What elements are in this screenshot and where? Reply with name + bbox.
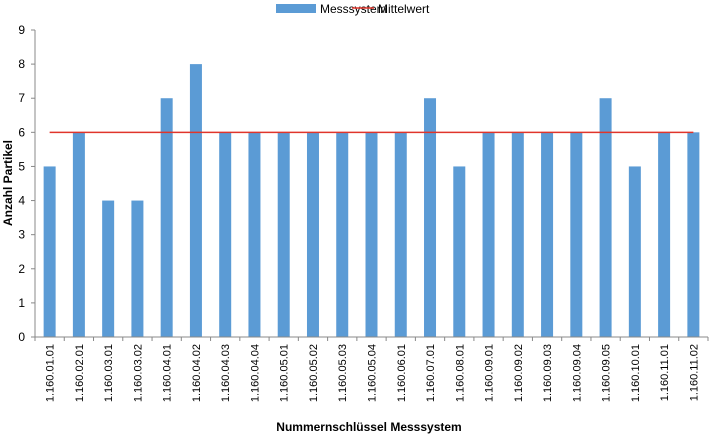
- bar: [248, 132, 261, 337]
- legend: Messsystem Mittelwert: [276, 2, 430, 16]
- bar: [102, 200, 115, 337]
- bar: [570, 132, 583, 337]
- bar: [131, 200, 144, 337]
- y-tick-label: 1: [18, 296, 25, 310]
- x-tick-label: 1.160.04.02: [191, 344, 203, 402]
- x-tick-label: 1.160.04.04: [249, 344, 261, 402]
- y-tick-label: 2: [18, 262, 25, 276]
- y-tick-label: 6: [18, 125, 25, 139]
- x-tick-label: 1.160.05.02: [308, 344, 320, 402]
- x-tick-label: 1.160.11.02: [688, 344, 700, 401]
- x-tick-label: 1.160.09.03: [542, 344, 554, 402]
- bar: [72, 132, 85, 337]
- x-tick-label: 1.160.10.01: [630, 344, 642, 402]
- x-tick-label: 1.160.02.01: [74, 344, 86, 402]
- bar: [306, 132, 319, 337]
- legend-label-mittelwert: Mittelwert: [378, 2, 430, 16]
- bar: [599, 98, 612, 337]
- y-tick-label: 5: [18, 159, 25, 173]
- y-tick-label: 4: [18, 194, 25, 208]
- bar: [277, 132, 290, 337]
- x-axis: 1.160.01.01 1.160.02.01 1.160.03.01 1.160.0…: [34, 337, 709, 402]
- axis-lines: [34, 30, 708, 338]
- x-tick-label: 1.160.05.01: [279, 344, 291, 402]
- x-tick-label: 1.160.09.01: [484, 344, 496, 402]
- bar: [453, 166, 466, 337]
- bar: [219, 132, 232, 337]
- bar: [43, 166, 56, 337]
- bar: [511, 132, 524, 337]
- x-tick-label: 1.160.03.01: [103, 344, 115, 402]
- x-tick-label: 1.160.05.04: [367, 344, 379, 402]
- y-tick-label: 9: [18, 23, 25, 37]
- x-tick-label: 1.160.06.01: [396, 344, 408, 402]
- bar: [628, 166, 641, 337]
- y-tick-label: 0: [18, 330, 25, 344]
- x-axis-title: Nummernschlüssel Messsystem: [276, 420, 461, 434]
- bar: [394, 132, 407, 337]
- bar: [160, 98, 173, 337]
- x-tick-label: 1.160.01.01: [45, 344, 57, 402]
- y-axis-title: Anzahl Partikel: [1, 140, 15, 226]
- x-tick-label: 1.160.09.04: [571, 344, 583, 402]
- x-tick-label: 1.160.07.01: [425, 344, 437, 402]
- x-tick-label: 1.160.11.01: [659, 344, 671, 401]
- bar-series-messsystem: [43, 64, 700, 337]
- bar: [658, 132, 671, 337]
- bar: [424, 98, 437, 337]
- bar: [482, 132, 495, 337]
- x-tick-label: 1.160.09.05: [601, 344, 613, 402]
- y-tick-label: 8: [18, 57, 25, 71]
- x-tick-label: 1.160.04.01: [162, 344, 174, 402]
- bar: [189, 64, 202, 337]
- x-tick-label: 1.160.05.03: [337, 344, 349, 402]
- bar: [365, 132, 378, 337]
- legend-swatch-messsystem: [276, 4, 316, 13]
- y-tick-label: 7: [18, 91, 25, 105]
- bar: [336, 132, 349, 337]
- bar: [687, 132, 700, 337]
- x-tick-label: 1.160.09.02: [513, 344, 525, 402]
- x-tick-label: 1.160.03.02: [132, 344, 144, 402]
- legend-label-messsystem: Messsystem: [320, 2, 387, 16]
- y-axis: 0 1 2 3 4 5 6 7 8 9: [18, 23, 35, 344]
- x-tick-label: 1.160.04.03: [220, 344, 232, 402]
- x-tick-label: 1.160.08.01: [454, 344, 466, 402]
- y-tick-label: 3: [18, 228, 25, 242]
- bar: [541, 132, 554, 337]
